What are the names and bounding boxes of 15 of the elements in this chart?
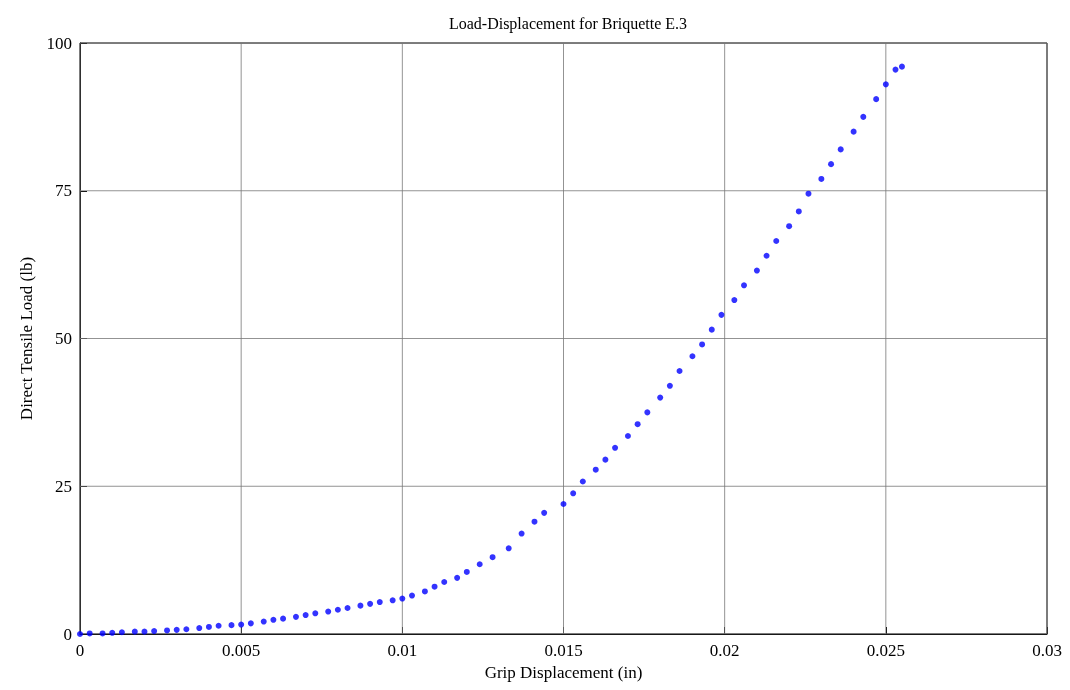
x-tick-label: 0.005 bbox=[222, 641, 261, 660]
x-tick-label: 0.025 bbox=[866, 641, 905, 660]
x-tick-label: 0.03 bbox=[1032, 641, 1062, 660]
y-tick-label: 75 bbox=[55, 181, 72, 201]
x-axis-title: Grip Displacement (in) bbox=[484, 662, 643, 682]
chart-title: Load-Displacement for Briquette E.3 bbox=[448, 14, 688, 33]
x-tick-label: 0.02 bbox=[709, 641, 740, 660]
x-tick-label: 0.01 bbox=[387, 641, 418, 660]
x-tick-label: 0 bbox=[75, 641, 85, 660]
y-tick-label: 25 bbox=[55, 476, 72, 496]
y-tick-label: 0 bbox=[63, 624, 72, 644]
y-axis-title: Direct Tensile Load (lb) bbox=[17, 256, 36, 421]
y-tick-label: 50 bbox=[55, 329, 72, 348]
y-tick-label: 100 bbox=[46, 33, 72, 53]
x-tick-label: 0.015 bbox=[544, 641, 583, 660]
